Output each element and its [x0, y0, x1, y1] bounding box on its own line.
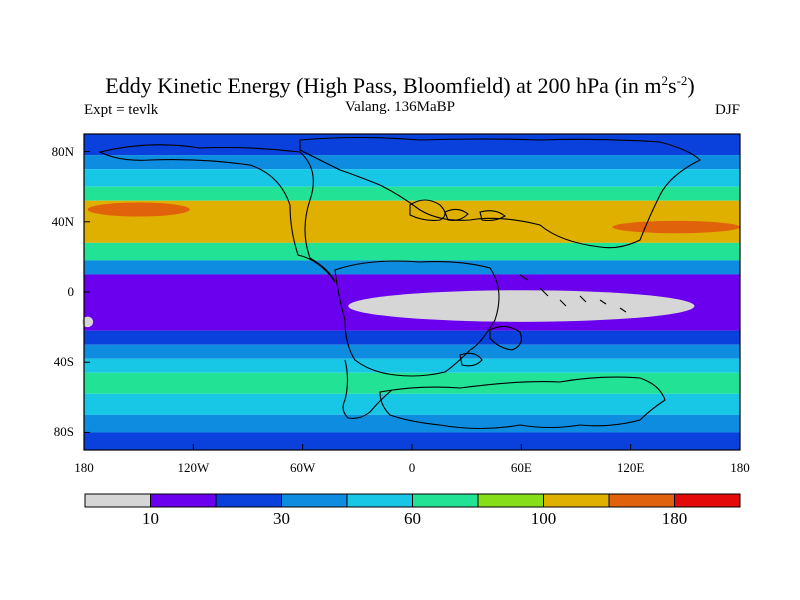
colorbar-label: 100 — [530, 509, 557, 528]
coastline-antarctica-australia — [379, 376, 666, 430]
coastline-south-america-tip — [342, 359, 393, 419]
energy-band-1 — [84, 155, 740, 170]
colorbar-swatch-5 — [412, 493, 479, 508]
colorbar-label: 10 — [142, 509, 159, 528]
coastline-eurasia — [299, 136, 701, 249]
colorbar — [84, 493, 741, 508]
coastline-north-america — [98, 144, 336, 283]
coastline-europe-islands — [409, 199, 506, 222]
paleo-coastlines — [98, 136, 701, 430]
lat-label: 40S — [53, 354, 74, 370]
energy-band-13 — [84, 414, 740, 433]
lat-label: 0 — [67, 284, 75, 299]
colorbar-swatch-8 — [608, 493, 675, 508]
coastline-india-madagascar — [459, 325, 522, 367]
experiment-label: Expt = tevlk — [84, 102, 159, 118]
energy-minimum-3 — [82, 316, 94, 328]
energy-band-2 — [84, 169, 740, 187]
plot-title: Eddy Kinetic Energy (High Pass, Bloomfie… — [105, 73, 695, 98]
energy-band-12 — [84, 393, 740, 415]
lon-label: 120E — [616, 460, 645, 475]
lon-label: 120W — [177, 460, 210, 475]
colorbar-swatch-3 — [281, 493, 348, 508]
lon-label: 0 — [408, 460, 416, 475]
colorbar-swatch-7 — [543, 493, 610, 508]
colorbar-label: 60 — [404, 509, 421, 528]
energy-band-14 — [84, 432, 740, 450]
energy-band-4 — [84, 200, 740, 243]
colorbar-swatch-2 — [215, 493, 282, 508]
energy-band-8 — [84, 330, 740, 345]
period-label: Valang. 136MaBP — [345, 99, 455, 115]
energy-maximum-0 — [87, 202, 190, 217]
colorbar-swatch-1 — [150, 493, 217, 508]
colorbar-label: 30 — [273, 509, 290, 528]
lon-label: 180 — [74, 460, 94, 475]
lat-label: 80S — [53, 424, 74, 440]
colorbar-swatch-6 — [477, 493, 544, 508]
lon-label: 60W — [290, 460, 316, 475]
colorbar-swatch-9 — [674, 493, 741, 508]
energy-maximum-1 — [612, 220, 740, 234]
energy-band-10 — [84, 358, 740, 373]
lat-label: 40N — [51, 213, 74, 229]
colorbar-label: 180 — [661, 509, 688, 528]
energy-band-5 — [84, 242, 740, 261]
colorbar-swatch-4 — [346, 493, 413, 508]
lon-label: 180 — [730, 460, 750, 475]
lat-label: 80N — [51, 143, 74, 159]
energy-minimum-2 — [348, 290, 695, 322]
lon-label: 60E — [510, 460, 532, 475]
energy-band-11 — [84, 372, 740, 394]
energy-band-6 — [84, 260, 740, 275]
energy-band-3 — [84, 186, 740, 201]
energy-band-0 — [84, 134, 740, 156]
colorbar-swatch-0 — [84, 493, 151, 508]
coastline-tethys-islands — [519, 274, 627, 313]
season-label: DJF — [714, 102, 740, 118]
energy-band-9 — [84, 344, 740, 359]
